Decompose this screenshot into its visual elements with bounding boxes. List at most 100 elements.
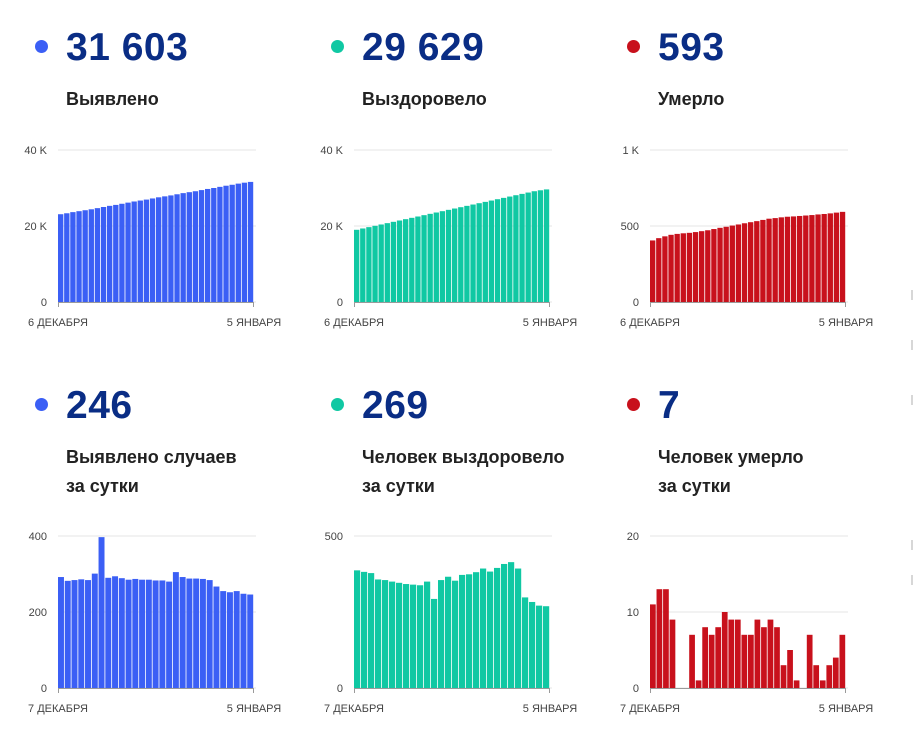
bar (735, 224, 742, 302)
bar (431, 598, 438, 688)
bar (537, 190, 544, 302)
bar (466, 574, 473, 688)
bar (507, 196, 513, 302)
bar (826, 665, 833, 688)
bar (723, 226, 729, 302)
bar (452, 580, 459, 688)
page-edge-mark (911, 290, 913, 300)
bar (839, 634, 846, 688)
bar (156, 197, 162, 302)
bar (372, 225, 378, 302)
stat-label-line: Умерло (658, 89, 725, 109)
panel-cumulative-deaths: 593 Умерло 0 500 1 K 6 ДЕКАБРЯ 5 ЯНВАРЯ (620, 22, 912, 382)
bar (656, 238, 662, 302)
y-tick-label: 20 K (24, 221, 47, 233)
bar (193, 578, 200, 688)
bar (748, 222, 754, 302)
bar (543, 189, 550, 302)
bar (152, 580, 159, 688)
bar (131, 201, 137, 302)
bar (58, 214, 64, 302)
stat-label-line: Выздоровело (362, 89, 487, 109)
bar (107, 205, 113, 302)
x-end-label: 5 ЯНВАРЯ (819, 703, 873, 715)
bar (220, 591, 227, 688)
bar (543, 606, 550, 688)
bar (125, 579, 132, 688)
x-start-label: 7 ДЕКАБРЯ (324, 703, 384, 715)
bar (226, 592, 233, 688)
bar (247, 181, 254, 302)
bar (669, 619, 676, 688)
bar (186, 192, 192, 302)
chart-cumulative-deaths: 0 500 1 K 6 ДЕКАБРЯ 5 ЯНВАРЯ (620, 145, 873, 329)
bar (784, 216, 791, 302)
bar (119, 203, 125, 302)
x-start-label: 6 ДЕКАБРЯ (620, 317, 680, 329)
bar (375, 579, 382, 688)
stat-label: Умерло (658, 85, 724, 114)
bar (695, 680, 702, 688)
stat-label-line: Выявлено (66, 89, 159, 109)
bar (132, 578, 139, 688)
bar (705, 230, 711, 302)
bar (501, 563, 508, 688)
panel-daily-recovered: 269 Человек выздоровело за сутки 0 500 7 Д… (324, 382, 616, 742)
y-tick-label: 500 (325, 531, 343, 543)
bar (403, 584, 410, 688)
bar (797, 215, 803, 302)
bar (88, 209, 94, 302)
bar (94, 208, 101, 302)
bar (699, 231, 705, 302)
bar (112, 576, 119, 688)
bar (76, 211, 82, 302)
bar (427, 213, 433, 302)
bar (721, 612, 728, 688)
bar (424, 581, 431, 688)
bar (748, 634, 754, 688)
bar (58, 577, 64, 688)
bar (452, 208, 458, 302)
bar (803, 215, 809, 302)
bar (689, 634, 695, 688)
chart-daily-deaths: 0 10 20 7 ДЕКАБРЯ 5 ЯНВАРЯ (620, 531, 873, 715)
bar (186, 578, 193, 688)
stat-label-line: Человек умерло (658, 447, 804, 467)
bar (78, 579, 85, 688)
bar (513, 195, 519, 302)
bar (378, 224, 384, 302)
bar (515, 568, 522, 688)
bar (354, 570, 361, 688)
bar (180, 193, 186, 302)
stat-label: Выявлено (66, 85, 159, 114)
legend-dot (331, 40, 344, 53)
bar (674, 233, 680, 302)
bar (480, 568, 487, 688)
x-end-label: 5 ЯНВАРЯ (227, 317, 281, 329)
bar (233, 591, 240, 688)
bar (767, 619, 774, 688)
bar (174, 194, 180, 302)
bar (778, 217, 784, 302)
x-start-label: 7 ДЕКАБРЯ (620, 703, 680, 715)
bar (361, 571, 368, 688)
page-edge-mark (911, 395, 913, 405)
bar (790, 216, 797, 302)
bar (396, 220, 403, 302)
stat-label-line: за сутки (658, 476, 731, 496)
bar (488, 200, 495, 302)
bar (774, 627, 780, 688)
bar (172, 572, 179, 688)
x-end-label: 5 ЯНВАРЯ (819, 317, 873, 329)
bar (217, 186, 223, 302)
y-tick-label: 0 (633, 683, 639, 695)
bar (708, 634, 715, 688)
stat-value: 246 (66, 384, 133, 427)
bar (415, 216, 421, 302)
chart-cumulative-recovered: 0 20 K 40 K 6 ДЕКАБРЯ 5 ЯНВАРЯ (320, 145, 577, 329)
bar (247, 594, 254, 688)
bar (168, 195, 174, 302)
stat-label-line: Выявлено случаев (66, 447, 237, 467)
bar (64, 213, 70, 302)
panel-daily-deaths: 7 Человек умерло за сутки 0 10 20 7 ДЕКАБРЯ… (620, 382, 912, 742)
